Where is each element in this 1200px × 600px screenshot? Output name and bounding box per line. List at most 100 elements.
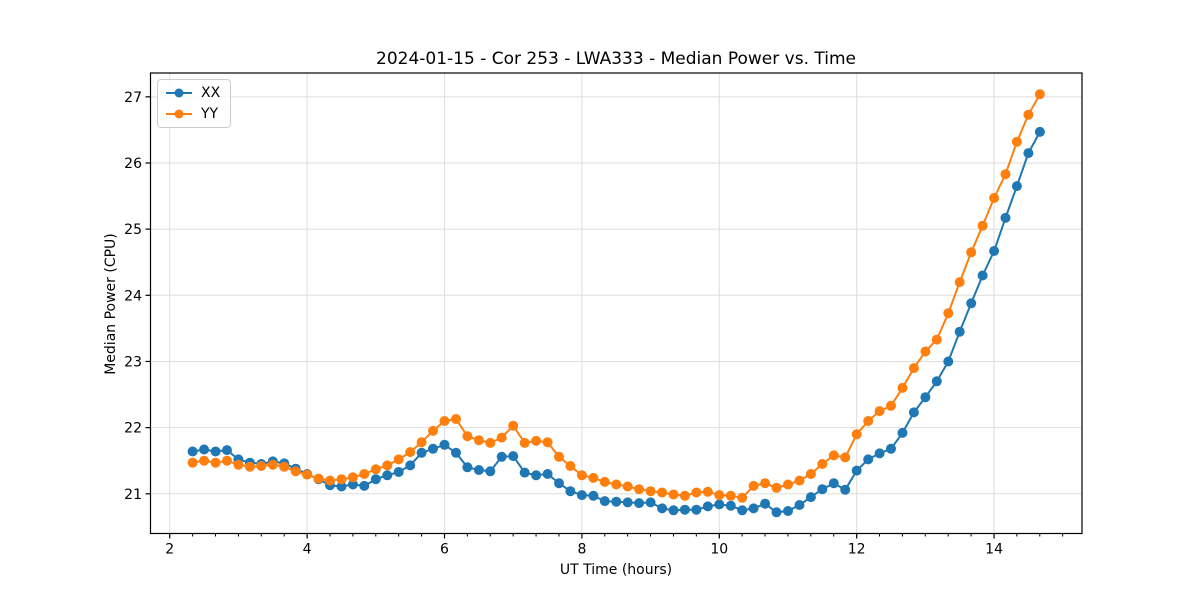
- data-point-yy: [439, 416, 450, 426]
- data-point-xx: [794, 500, 805, 510]
- data-point-xx: [1011, 181, 1022, 192]
- data-point-yy: [565, 461, 576, 471]
- data-point-xx: [920, 392, 931, 403]
- data-point-yy: [851, 429, 862, 440]
- data-point-xx: [805, 492, 816, 503]
- data-point-yy: [977, 220, 988, 231]
- data-point-xx: [668, 505, 679, 516]
- data-point-xx: [554, 478, 564, 489]
- data-point-yy: [908, 363, 919, 374]
- data-point-yy: [336, 474, 347, 485]
- data-point-yy: [760, 478, 771, 489]
- data-point-xx: [908, 407, 919, 418]
- data-point-yy: [302, 469, 313, 480]
- legend-item-yy: YY: [165, 106, 220, 122]
- data-point-yy: [748, 480, 759, 491]
- data-point-yy: [966, 247, 977, 258]
- data-point-yy: [359, 469, 370, 479]
- x-tick-label: 10: [710, 542, 728, 558]
- data-point-yy: [508, 420, 519, 431]
- y-tick-label: 23: [124, 354, 142, 370]
- data-point-xx: [966, 298, 977, 309]
- data-point-yy: [279, 461, 290, 472]
- data-point-yy: [622, 481, 633, 492]
- legend-label-yy: YY: [201, 106, 219, 122]
- data-point-xx: [645, 497, 656, 508]
- data-point-yy: [828, 450, 839, 461]
- data-point-yy: [920, 346, 931, 357]
- data-point-xx: [725, 500, 736, 511]
- data-point-xx: [817, 484, 828, 495]
- data-point-yy: [256, 461, 267, 471]
- data-point-xx: [496, 451, 507, 462]
- data-point-xx: [1023, 148, 1034, 159]
- data-point-yy: [393, 454, 404, 465]
- data-point-xx: [977, 270, 988, 281]
- data-point-yy: [313, 473, 324, 484]
- data-point-yy: [794, 475, 805, 486]
- data-point-xx: [874, 448, 885, 459]
- x-tick-label: 12: [848, 542, 866, 558]
- data-point-yy: [531, 435, 542, 446]
- data-point-xx: [851, 465, 862, 476]
- data-point-xx: [622, 497, 633, 508]
- data-point-yy: [199, 455, 210, 466]
- data-point-xx: [485, 466, 496, 477]
- data-point-xx: [634, 498, 645, 509]
- x-tick-label: 4: [303, 542, 312, 558]
- data-point-xx: [828, 478, 839, 489]
- x-axis-label: UT Time (hours): [559, 562, 673, 578]
- data-point-xx: [416, 447, 427, 458]
- data-point-yy: [943, 308, 954, 319]
- data-point-xx: [783, 506, 793, 516]
- data-point-yy: [840, 452, 851, 463]
- data-point-xx: [199, 444, 210, 455]
- data-point-yy: [863, 416, 874, 426]
- data-point-xx: [1000, 212, 1011, 223]
- data-point-xx: [187, 446, 198, 457]
- data-point-yy: [588, 472, 599, 483]
- data-point-xx: [611, 496, 622, 507]
- data-point-yy: [554, 451, 564, 462]
- y-tick-label: 26: [124, 156, 142, 172]
- series-line-xx: [191, 130, 1041, 514]
- data-point-xx: [679, 504, 690, 515]
- data-point-yy: [1034, 89, 1045, 100]
- data-point-xx: [393, 467, 404, 477]
- y-tick-label: 22: [124, 421, 142, 437]
- y-tick-label: 21: [124, 487, 142, 503]
- data-point-yy: [233, 459, 244, 470]
- data-series: [187, 89, 1045, 518]
- legend-line-xx-icon: [166, 88, 192, 98]
- data-point-xx: [451, 447, 461, 458]
- data-point-yy: [347, 472, 358, 483]
- data-point-xx: [840, 484, 851, 495]
- data-point-yy: [1000, 169, 1011, 180]
- x-tick-label: 2: [165, 542, 174, 558]
- data-point-xx: [737, 505, 748, 516]
- legend-line-yy-icon: [166, 109, 192, 119]
- data-point-yy: [954, 277, 965, 288]
- data-point-xx: [989, 246, 1000, 256]
- data-point-xx: [210, 446, 221, 457]
- data-point-yy: [462, 431, 473, 442]
- data-point-yy: [874, 406, 885, 417]
- data-point-yy: [783, 479, 793, 490]
- gridlines: [150, 73, 1082, 534]
- legend: XX YY: [157, 79, 232, 128]
- data-point-xx: [462, 462, 473, 473]
- y-tick-label: 27: [124, 90, 142, 106]
- data-point-xx: [748, 503, 759, 514]
- data-point-xx: [439, 439, 450, 450]
- data-point-yy: [428, 425, 438, 436]
- data-point-xx: [519, 467, 530, 478]
- legend-label-xx: XX: [201, 85, 221, 101]
- data-point-xx: [886, 443, 896, 454]
- y-tick-label: 24: [124, 288, 142, 304]
- data-point-yy: [611, 479, 622, 490]
- data-point-yy: [989, 193, 1000, 203]
- data-point-yy: [897, 382, 908, 393]
